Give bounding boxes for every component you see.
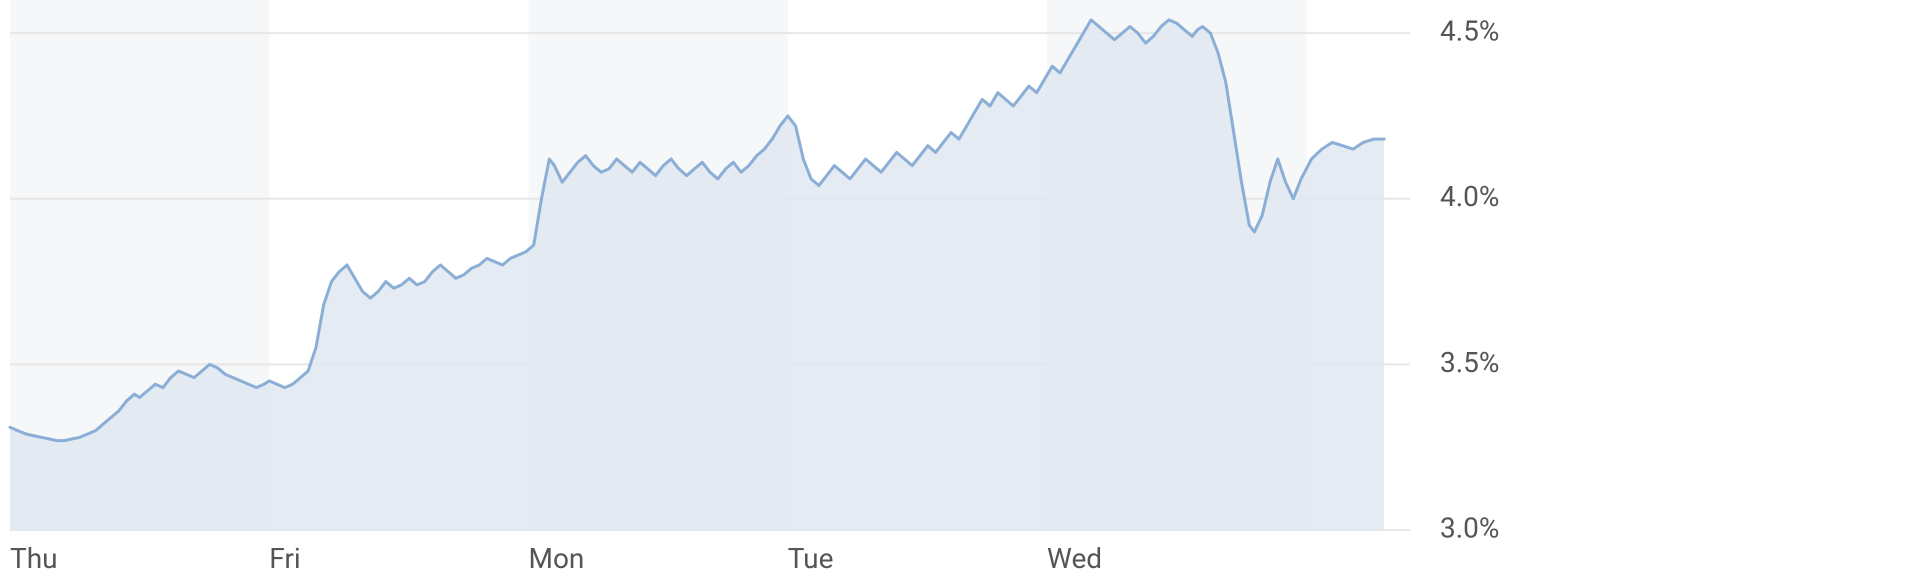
y-axis-label: 3.5% [1440, 346, 1499, 379]
y-axis-label: 4.0% [1440, 180, 1499, 213]
y-axis-label: 3.0% [1440, 511, 1499, 544]
x-axis-label: Mon [529, 542, 585, 575]
chart-canvas: 3.0% 3.5% 4.0% 4.5% Thu Fri Mon Tue Wed [0, 0, 1906, 578]
x-axis-label: Thu [10, 542, 58, 575]
x-axis-label: Tue [788, 542, 834, 575]
y-axis-label: 4.5% [1440, 15, 1499, 48]
percent-time-series-chart: 3.0% 3.5% 4.0% 4.5% Thu Fri Mon Tue Wed [0, 0, 1906, 578]
x-axis-label: Fri [269, 542, 300, 575]
x-axis-label: Wed [1047, 542, 1102, 575]
